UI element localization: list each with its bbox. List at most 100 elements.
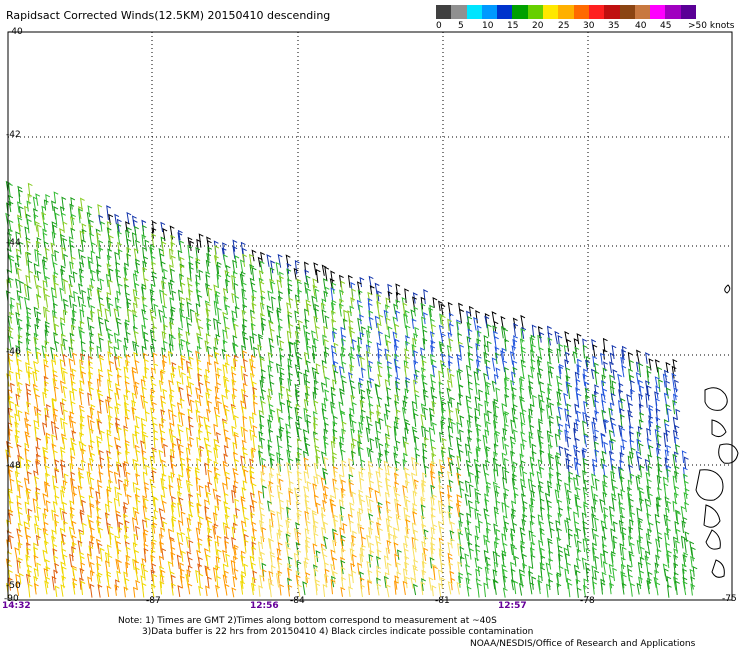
wind-barb [116,367,122,378]
wind-barb [620,489,626,500]
wind-barb [170,335,176,351]
wind-barb [464,553,470,567]
wind-barb [646,478,652,493]
wind-barb [51,575,57,591]
wind-barb [278,491,284,506]
wind-barb [143,358,149,374]
wind-barb [458,368,463,381]
wind-barb [251,546,257,562]
wind-barb [547,484,553,497]
wind-barb [116,374,122,386]
wind-barb [185,536,191,548]
wind-barb [279,354,285,367]
wind-barb [467,405,472,421]
wind-barb [249,372,255,387]
wind-barb [324,568,330,583]
wind-barb [361,536,366,548]
wind-barb [367,325,373,338]
wind-barb [115,261,121,275]
wind-barb [249,465,255,479]
wind-barb [150,569,156,582]
wind-barb [333,360,339,373]
wind-barb [583,434,589,448]
wind-barb [124,319,130,330]
wind-barb [665,518,671,534]
wind-barb [456,402,462,414]
wind-barb [117,479,123,490]
wind-barb [377,457,383,469]
wind-barb [396,571,402,584]
wind-barb [358,446,364,462]
wind-barb [286,268,292,282]
wind-barb [411,456,416,471]
legend-swatch [497,5,513,19]
wind-barb [15,581,21,596]
wind-barb [151,382,157,394]
wind-barb [405,576,410,589]
wind-barb [491,311,497,323]
wind-barb [179,575,185,589]
wind-barb [215,472,221,484]
wind-barb [324,286,330,297]
wind-barb [386,464,392,476]
wind-barb [395,409,401,423]
wind-barb [278,392,284,406]
wind-barb [528,431,534,444]
wind-barb [396,516,401,532]
wind-barb [520,421,526,434]
wind-barb [321,526,327,541]
wind-barb [413,306,419,317]
wind-barb [340,346,346,358]
wind-barb [195,569,201,583]
legend-swatch [573,5,589,19]
wind-barb [34,221,40,232]
wind-barb [45,435,51,450]
legend-swatch [604,5,620,19]
wind-barb [242,304,248,315]
wind-barb [583,400,589,415]
wind-barb [501,550,507,561]
wind-barb [538,394,543,409]
wind-barb [14,547,20,562]
wind-barb [622,438,627,451]
wind-barb [221,348,227,360]
wind-barb [647,465,653,477]
wind-barb [160,569,166,583]
wind-barb [638,403,644,415]
wind-barb [312,284,318,297]
wind-barb [635,475,641,491]
wind-barb [447,511,453,525]
wind-barb [71,441,77,456]
wind-barb [602,491,608,506]
wind-barb [503,412,508,427]
wind-barb [77,208,83,224]
wind-barb [359,331,365,345]
wind-barb [529,403,535,416]
wind-barb [456,472,462,486]
wind-barb [600,553,605,568]
wind-barb [278,416,284,430]
wind-barb [185,479,191,493]
wind-barb [142,246,147,259]
wind-barb [338,474,344,485]
wind-barb [431,379,436,393]
wind-barb [26,423,32,435]
wind-barb [383,575,389,588]
wind-barb [378,466,384,478]
wind-barb [36,506,42,521]
wind-barb [438,381,444,395]
wind-barb [591,528,597,540]
wind-barb [573,533,579,548]
wind-barb [501,452,507,465]
wind-barb [176,402,182,415]
wind-barb [530,334,536,345]
wind-barb [538,347,544,360]
wind-barb [43,456,49,469]
wind-barb [476,330,482,345]
wind-barb [144,464,150,476]
wind-barb [420,515,426,528]
wind-barb [410,309,416,322]
wind-barb [41,345,47,359]
wind-barb [486,340,492,352]
wind-barb [313,437,319,449]
